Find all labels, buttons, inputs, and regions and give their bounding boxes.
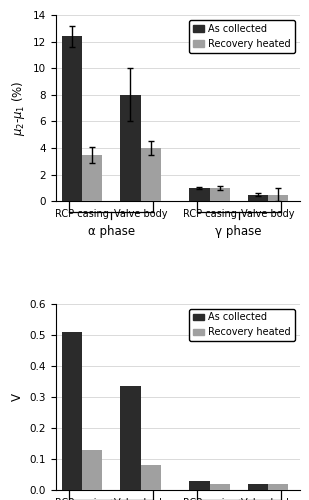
Text: γ phase: γ phase [215, 226, 262, 238]
Bar [121, 95, 141, 202]
Bar [268, 194, 288, 202]
Bar [268, 484, 288, 490]
Legend: As collected, Recovery heated: As collected, Recovery heated [189, 20, 295, 52]
Bar [82, 154, 102, 202]
Bar [141, 465, 161, 490]
Bar [189, 188, 210, 202]
Bar [210, 484, 230, 490]
Bar [210, 188, 230, 202]
Bar [62, 36, 82, 202]
Bar [82, 450, 102, 490]
Text: α phase: α phase [88, 226, 135, 238]
Y-axis label: V: V [11, 393, 24, 401]
Y-axis label: $\mu_2$-$\mu_1$ (%): $\mu_2$-$\mu_1$ (%) [10, 80, 27, 136]
Bar [248, 484, 268, 490]
Bar [62, 332, 82, 490]
Bar [121, 386, 141, 490]
Bar [141, 148, 161, 202]
Legend: As collected, Recovery heated: As collected, Recovery heated [189, 308, 295, 341]
Bar [189, 480, 210, 490]
Bar [248, 194, 268, 202]
